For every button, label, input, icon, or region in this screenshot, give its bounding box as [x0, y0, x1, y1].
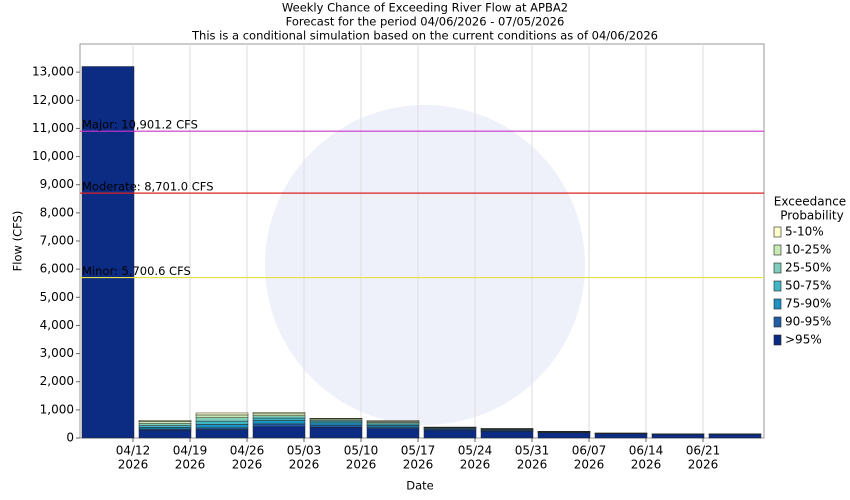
x-tick-label: 05/24	[458, 444, 493, 458]
bar-segment	[195, 417, 249, 422]
bar-segment	[81, 66, 135, 439]
bar-segment	[309, 420, 363, 424]
legend-label: 90-95%	[785, 315, 831, 329]
watermark	[265, 105, 585, 425]
bar-segment	[423, 429, 477, 439]
y-tick-label: 7,000	[40, 234, 74, 248]
bar-segment	[195, 412, 249, 416]
bar-segment	[138, 420, 192, 422]
bar-segment	[195, 427, 249, 430]
bar-segment	[138, 421, 192, 424]
y-tick-label: 1,000	[40, 402, 74, 416]
x-tick-label: 2026	[346, 458, 377, 472]
bar-segment	[138, 425, 192, 428]
bar-segment	[480, 430, 534, 439]
y-tick-label: 2,000	[40, 374, 74, 388]
bar-segment	[651, 434, 705, 439]
bar-segment	[309, 418, 363, 420]
bar-segment	[138, 429, 192, 439]
chart-title: Weekly Chance of Exceeding River Flow at…	[282, 1, 568, 15]
bar-segment	[195, 420, 249, 425]
bar-segment	[252, 417, 306, 421]
x-tick-label: 2026	[574, 458, 605, 472]
y-tick-label: 12,000	[32, 93, 74, 107]
legend-label: 25-50%	[785, 261, 831, 275]
bar-segment	[309, 424, 363, 428]
x-tick-label: 2026	[118, 458, 149, 472]
legend-swatch	[773, 298, 782, 310]
y-tick-label: 11,000	[32, 121, 74, 135]
legend-label: 10-25%	[785, 243, 831, 257]
bar-segment	[252, 413, 306, 417]
bar-segment	[309, 427, 363, 439]
bar-segment	[708, 434, 762, 439]
x-tick-label: 2026	[232, 458, 263, 472]
bar-segment	[594, 433, 648, 439]
x-axis-label: Date	[406, 479, 434, 493]
legend-swatch	[773, 334, 782, 346]
x-tick-label: 05/10	[344, 444, 379, 458]
threshold-label: Minor: 5,700.6 CFS	[82, 264, 191, 278]
legend-swatch	[773, 316, 782, 328]
x-tick-label: 06/21	[686, 444, 721, 458]
x-tick-label: 04/26	[230, 444, 265, 458]
y-tick-label: 4,000	[40, 318, 74, 332]
x-tick-label: 05/03	[287, 444, 322, 458]
bar-segment	[138, 427, 192, 430]
threshold-label: Moderate: 8,701.0 CFS	[82, 180, 214, 194]
legend-title: Exceedance	[774, 195, 846, 209]
x-tick-label: 2026	[403, 458, 434, 472]
x-tick-label: 04/12	[116, 444, 151, 458]
legend-label: 75-90%	[785, 297, 831, 311]
y-tick-label: 0	[66, 431, 74, 445]
bar-segment	[252, 420, 306, 425]
y-tick-label: 8,000	[40, 205, 74, 219]
chart-title: Forecast for the period 04/06/2026 - 07/…	[286, 15, 565, 29]
legend-swatch	[773, 280, 782, 292]
x-tick-label: 06/14	[629, 444, 664, 458]
legend-swatch	[773, 226, 782, 238]
legend-swatch	[773, 262, 782, 274]
x-tick-label: 06/07	[572, 444, 607, 458]
x-tick-label: 2026	[289, 458, 320, 472]
bar-segment	[195, 429, 249, 439]
x-tick-label: 04/19	[173, 444, 208, 458]
bar-segment	[366, 425, 420, 428]
x-tick-label: 2026	[517, 458, 548, 472]
x-tick-label: 2026	[460, 458, 491, 472]
legend-label: >95%	[785, 333, 822, 347]
y-tick-label: 5,000	[40, 290, 74, 304]
legend-title: Probability	[780, 209, 843, 223]
threshold-label: Major: 10,901.2 CFS	[82, 118, 198, 132]
y-tick-label: 9,000	[40, 177, 74, 191]
x-tick-label: 05/17	[401, 444, 436, 458]
x-tick-label: 2026	[688, 458, 719, 472]
bar-segment	[138, 423, 192, 426]
x-tick-label: 05/31	[515, 444, 550, 458]
legend-label: 5-10%	[785, 225, 824, 239]
y-tick-label: 3,000	[40, 346, 74, 360]
bar-segment	[252, 415, 306, 419]
bar-segment	[366, 426, 420, 429]
bar-segment	[537, 432, 591, 439]
x-tick-label: 2026	[175, 458, 206, 472]
y-axis-label: Flow (CFS)	[11, 211, 25, 272]
bar-segment	[252, 412, 306, 415]
y-tick-label: 6,000	[40, 262, 74, 276]
y-tick-label: 13,000	[32, 65, 74, 79]
legend-swatch	[773, 244, 782, 256]
bar-segment	[366, 428, 420, 439]
bar-segment	[195, 414, 249, 418]
x-tick-label: 2026	[631, 458, 662, 472]
bar-segment	[252, 423, 306, 427]
y-tick-label: 10,000	[32, 149, 74, 163]
bar-segment	[252, 426, 306, 439]
chart-title: This is a conditional simulation based o…	[191, 29, 658, 43]
bar-segment	[309, 422, 363, 426]
legend-label: 50-75%	[785, 279, 831, 293]
bar-segment	[366, 420, 420, 422]
bar-segment	[195, 424, 249, 429]
